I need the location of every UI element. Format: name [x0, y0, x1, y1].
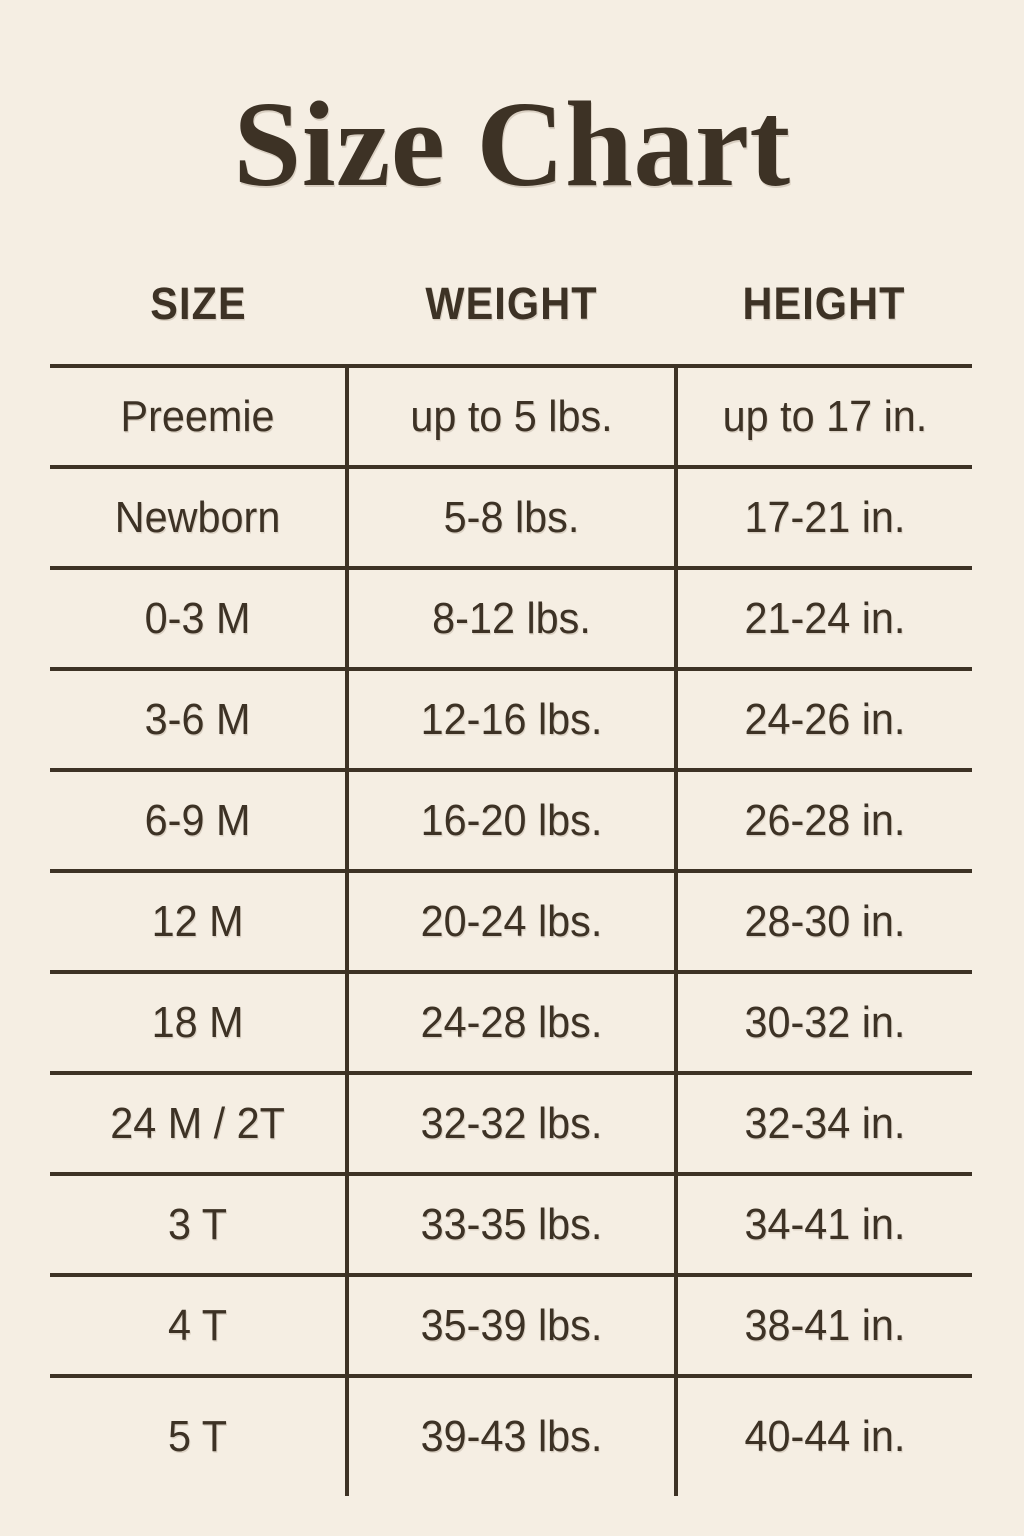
- table-body: Preemie up to 5 lbs. up to 17 in. Newborn 5-…: [50, 366, 972, 1496]
- cell-height: 24-26 in.: [684, 669, 964, 772]
- cell-size: Preemie: [58, 366, 340, 469]
- page-title: Size Chart: [233, 77, 791, 212]
- cell-weight: 39-43 lbs.: [356, 1376, 669, 1496]
- column-header-weight: WEIGHT: [425, 278, 598, 329]
- cell-weight: 5-8 lbs.: [356, 467, 669, 570]
- cell-weight: 35-39 lbs.: [356, 1275, 669, 1378]
- column-header-size: SIZE: [150, 278, 247, 329]
- cell-size: 12 M: [58, 871, 340, 974]
- cell-weight: 12-16 lbs.: [356, 669, 669, 772]
- table-header-row: SIZE WEIGHT HEIGHT: [50, 272, 972, 366]
- table-row: 5 T 39-43 lbs. 40-44 in.: [50, 1376, 972, 1496]
- cell-size: 0-3 M: [58, 568, 340, 671]
- cell-size: 24 M / 2T: [58, 1073, 340, 1176]
- size-chart-table: SIZE WEIGHT HEIGHT Preemie up to 5 lbs. up…: [50, 272, 972, 1496]
- table-row: Preemie up to 5 lbs. up to 17 in.: [50, 366, 972, 469]
- cell-weight: 16-20 lbs.: [356, 770, 669, 873]
- cell-height: 21-24 in.: [684, 568, 964, 671]
- cell-height: 30-32 in.: [684, 972, 964, 1075]
- cell-weight: 20-24 lbs.: [356, 871, 669, 974]
- cell-height: 28-30 in.: [684, 871, 964, 974]
- table-header: SIZE WEIGHT HEIGHT: [50, 272, 972, 366]
- cell-size: 4 T: [58, 1275, 340, 1378]
- cell-weight: up to 5 lbs.: [356, 366, 669, 469]
- cell-height: 32-34 in.: [684, 1073, 964, 1176]
- table-row: 18 M 24-28 lbs. 30-32 in.: [50, 972, 972, 1075]
- cell-weight: 33-35 lbs.: [356, 1174, 669, 1277]
- table-row: 6-9 M 16-20 lbs. 26-28 in.: [50, 770, 972, 873]
- table-row: 3 T 33-35 lbs. 34-41 in.: [50, 1174, 972, 1277]
- cell-size: 3-6 M: [58, 669, 340, 772]
- table-row: Newborn 5-8 lbs. 17-21 in.: [50, 467, 972, 570]
- table-row: 0-3 M 8-12 lbs. 21-24 in.: [50, 568, 972, 671]
- cell-height: up to 17 in.: [684, 366, 964, 469]
- cell-height: 40-44 in.: [744, 1412, 906, 1461]
- cell-size: Newborn: [58, 467, 340, 570]
- cell-size: 18 M: [58, 972, 340, 1075]
- cell-weight: 32-32 lbs.: [356, 1073, 669, 1176]
- table-row: 24 M / 2T 32-32 lbs. 32-34 in.: [50, 1073, 972, 1176]
- column-header-height: HEIGHT: [742, 278, 906, 329]
- cell-height: 38-41 in.: [684, 1275, 964, 1378]
- size-chart-table-wrapper: SIZE WEIGHT HEIGHT Preemie up to 5 lbs. up…: [50, 272, 972, 1496]
- cell-height: 26-28 in.: [684, 770, 964, 873]
- cell-height: 17-21 in.: [684, 467, 964, 570]
- cell-size: 5 T: [58, 1376, 340, 1496]
- cell-size: 6-9 M: [58, 770, 340, 873]
- table-row: 3-6 M 12-16 lbs. 24-26 in.: [50, 669, 972, 772]
- table-row: 12 M 20-24 lbs. 28-30 in.: [50, 871, 972, 974]
- cell-weight: 24-28 lbs.: [356, 972, 669, 1075]
- table-row: 4 T 35-39 lbs. 38-41 in.: [50, 1275, 972, 1378]
- cell-size: 3 T: [58, 1174, 340, 1277]
- cell-height: 34-41 in.: [684, 1174, 964, 1277]
- cell-weight: 8-12 lbs.: [356, 568, 669, 671]
